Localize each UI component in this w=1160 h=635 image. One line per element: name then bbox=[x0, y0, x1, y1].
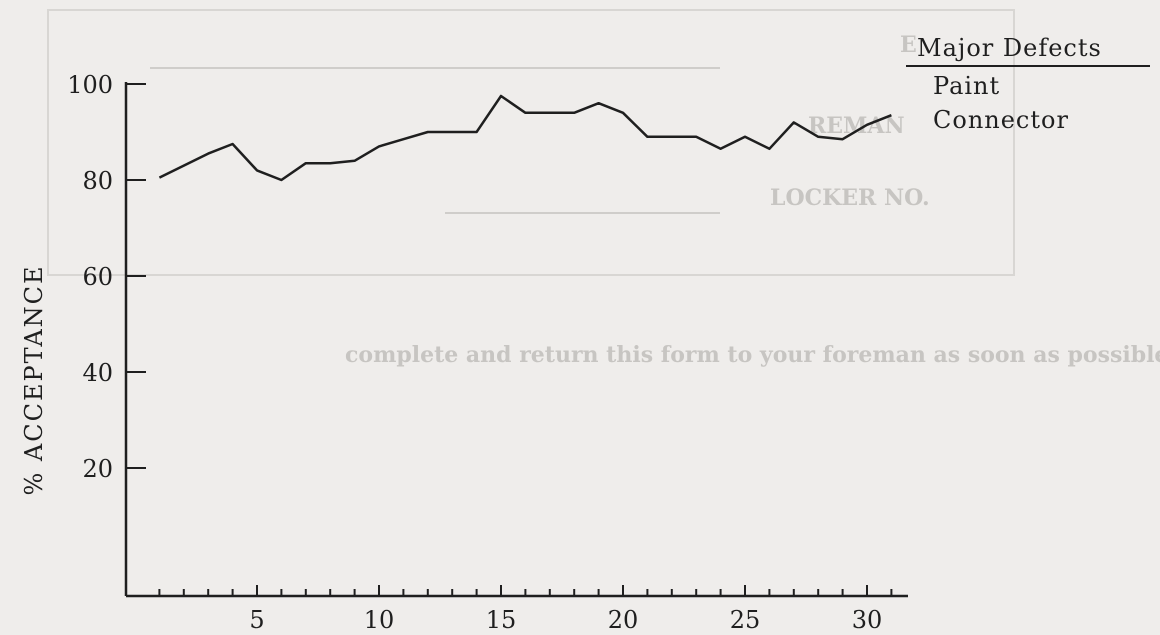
y-ticks: 20 40 60 80 100 bbox=[67, 71, 146, 483]
x-tick-label: 30 bbox=[852, 606, 883, 634]
legend-entry-connector: Connector bbox=[933, 106, 1069, 134]
y-axis-title: % ACCEPTANCE bbox=[20, 264, 48, 495]
series-line bbox=[158, 94, 892, 182]
bleed-text: LOCKER NO. bbox=[770, 185, 930, 211]
legend-heading: Major Defects bbox=[917, 34, 1102, 62]
y-tick-label: 60 bbox=[82, 263, 113, 291]
bleed-through: E REMAN LOCKER NO. complete and return t… bbox=[47, 9, 1160, 368]
bleed-box bbox=[47, 9, 1015, 276]
x-tick-label: 25 bbox=[730, 606, 761, 634]
y-tick-label: 20 bbox=[82, 455, 113, 483]
x-ticks: 5 10 15 20 25 30 bbox=[158, 585, 893, 634]
y-tick-label: 100 bbox=[67, 71, 113, 99]
bleed-text: E bbox=[900, 32, 917, 58]
x-tick-label: 20 bbox=[608, 606, 639, 634]
legend: Major Defects Paint Connector bbox=[906, 34, 1150, 134]
bleed-text: complete and return this form to your fo… bbox=[345, 342, 1160, 368]
x-tick-label: 5 bbox=[249, 606, 264, 634]
y-tick-label: 40 bbox=[82, 359, 113, 387]
y-tick-label: 80 bbox=[82, 167, 113, 195]
x-tick-label: 10 bbox=[364, 606, 395, 634]
legend-entry-paint: Paint bbox=[933, 72, 1000, 100]
x-tick-label: 15 bbox=[486, 606, 517, 634]
